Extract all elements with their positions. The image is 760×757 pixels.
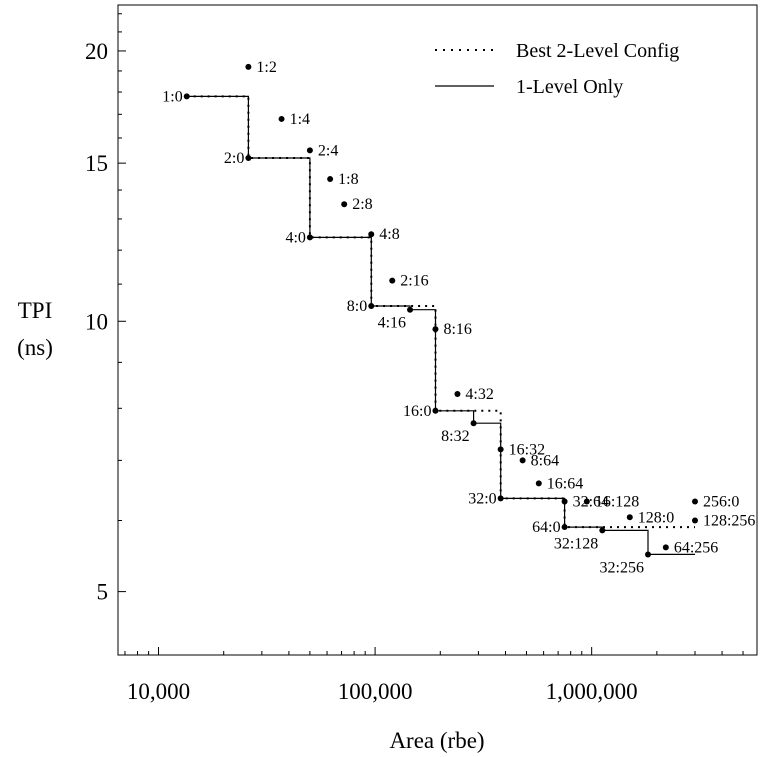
point-16-128	[583, 498, 590, 505]
legend-label-1-level: 1-Level Only	[516, 76, 623, 98]
point-label-4-16: 4:16	[378, 315, 406, 332]
point-4-16	[407, 306, 414, 313]
point-2-4	[306, 147, 313, 154]
point-8-32	[470, 420, 477, 427]
point-2-16	[389, 277, 396, 284]
point-label-8-32: 8:32	[441, 428, 469, 445]
point-label-32-128: 32:128	[554, 535, 598, 552]
point-32-64	[561, 498, 568, 505]
legend: Best 2-Level Config 1-Level Only	[435, 40, 679, 98]
point-label-1-2: 1:2	[256, 59, 276, 76]
point-128-256	[691, 517, 698, 524]
point-label-8-64: 8:64	[531, 452, 559, 469]
point-label-32-64: 32:64	[573, 493, 609, 510]
point-label-8-16: 8:16	[443, 321, 471, 338]
point-label-16-64: 16:64	[547, 475, 583, 492]
point-4-32	[454, 390, 461, 397]
series-layer	[186, 95, 695, 555]
point-label-64-0: 64:0	[532, 519, 560, 536]
point-label-2-0: 2:0	[224, 150, 244, 167]
point-32-0	[497, 495, 504, 502]
y-tick-label: 5	[97, 580, 109, 605]
point-label-256-0: 256:0	[703, 493, 739, 510]
y-tick-label: 20	[85, 39, 108, 64]
point-2-8	[341, 201, 348, 208]
point-1-4	[278, 115, 285, 122]
legend-label-best-2-level: Best 2-Level Config	[516, 40, 679, 62]
x-tick-label: 10,000	[127, 679, 190, 704]
point-label-4-8: 4:8	[379, 226, 399, 243]
x-tick-label: 100,000	[338, 679, 413, 704]
x-axis-ticks: 10,000 100,000 1,000,000	[124, 647, 744, 704]
point-label-32-0: 32:0	[468, 490, 496, 507]
point-label-128-256: 128:256	[703, 513, 755, 530]
point-label-1-8: 1:8	[338, 171, 358, 188]
point-label-2-4: 2:4	[318, 142, 338, 159]
point-4-8	[368, 231, 375, 238]
point-label-128-0: 128:0	[638, 509, 674, 526]
point-128-0	[626, 514, 633, 521]
y-tick-label: 15	[85, 151, 108, 176]
point-label-16-128: 16:128	[595, 493, 639, 510]
point-label-1-0: 1:0	[162, 88, 182, 105]
point-label-8-0: 8:0	[347, 298, 367, 315]
point-label-64-256: 64:256	[674, 539, 718, 556]
point-256-0	[691, 498, 698, 505]
point-64-256	[662, 544, 669, 551]
point-1-2	[245, 63, 252, 70]
x-axis-title: Area (rbe)	[389, 728, 484, 753]
point-label-16-32: 16:32	[509, 441, 545, 458]
series-line-1-level-only	[186, 95, 695, 555]
point-label-16-0: 16:0	[403, 403, 431, 420]
points-layer: 1:0 1:2 2:0 1:4 2:41:8 2:8 4:0 4:8 2:16 8:0 4:16 8:…	[162, 59, 755, 577]
y-axis-title-line2: (ns)	[17, 335, 53, 360]
point-label-2-8: 2:8	[352, 196, 372, 213]
point-2-0	[245, 154, 252, 161]
point-8-0	[368, 302, 375, 309]
point-1-8	[327, 176, 334, 183]
y-axis-ticks: 5 10 15 20	[85, 13, 126, 605]
point-32-256	[644, 551, 651, 558]
point-64-0	[561, 524, 568, 531]
plot-frame	[117, 4, 758, 656]
point-8-64	[519, 457, 526, 464]
point-16-32	[497, 446, 504, 453]
point-32-128	[599, 527, 606, 534]
point-label-4-32: 4:32	[465, 386, 493, 403]
series-line-best-2-level	[186, 95, 695, 529]
x-tick-label: 1,000,000	[546, 679, 638, 704]
point-4-0	[306, 234, 313, 241]
point-label-2-16: 2:16	[400, 273, 428, 290]
point-8-16	[432, 326, 439, 333]
point-16-64	[535, 480, 542, 487]
point-1-0	[183, 93, 190, 100]
point-label-32-256: 32:256	[600, 559, 644, 576]
y-axis-title-line1: TPI	[18, 298, 53, 323]
point-label-4-0: 4:0	[285, 229, 305, 246]
point-16-0	[432, 407, 439, 414]
y-tick-label: 10	[85, 309, 108, 334]
point-label-1-4: 1:4	[290, 111, 310, 128]
